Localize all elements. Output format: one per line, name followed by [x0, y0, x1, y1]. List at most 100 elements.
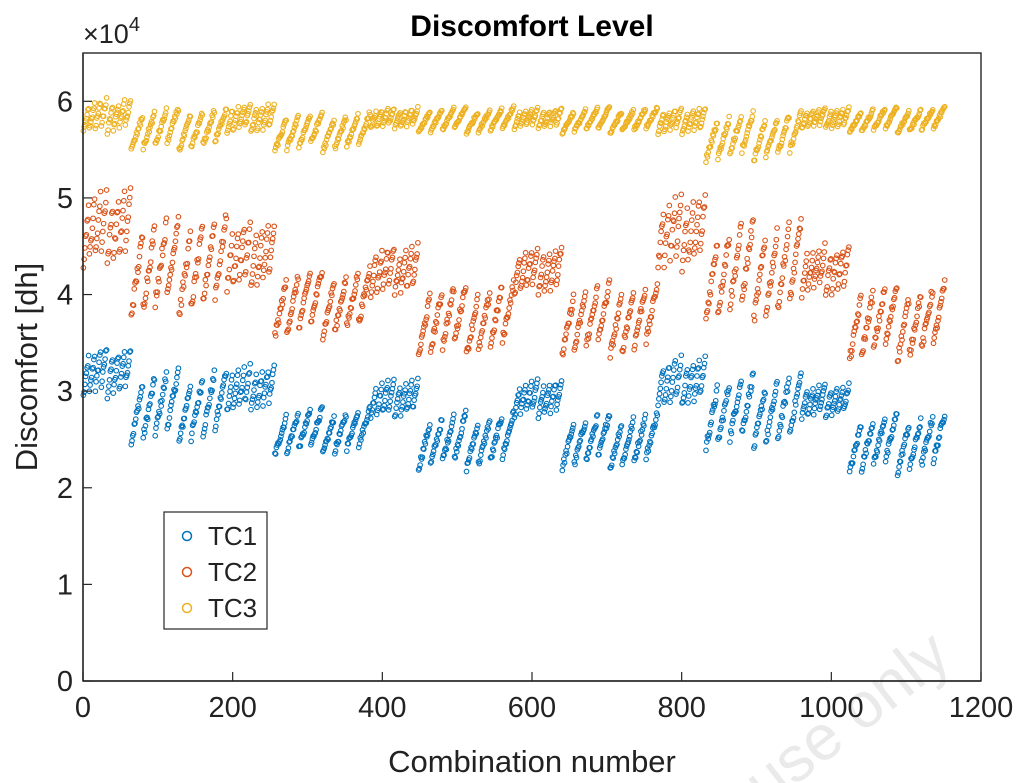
data-point	[199, 378, 206, 384]
data-point	[552, 108, 559, 114]
data-point	[795, 385, 801, 392]
data-point	[410, 403, 417, 410]
data-point	[168, 398, 175, 405]
data-point	[563, 331, 569, 338]
data-point	[548, 403, 554, 410]
data-point	[920, 449, 927, 455]
data-point	[621, 455, 628, 461]
data-point	[690, 108, 697, 115]
data-point	[581, 293, 588, 300]
data-point	[885, 441, 892, 447]
data-point	[511, 414, 518, 421]
data-point	[285, 445, 292, 451]
data-point	[661, 252, 668, 259]
data-point	[739, 150, 745, 156]
data-point	[498, 284, 505, 291]
data-point	[190, 294, 197, 300]
data-point	[735, 395, 742, 402]
data-point	[211, 221, 218, 228]
data-point	[881, 419, 887, 426]
data-point	[801, 403, 807, 410]
data-point	[251, 115, 257, 122]
data-point	[195, 259, 201, 266]
data-point	[523, 282, 530, 288]
data-point	[703, 159, 709, 166]
data-point	[858, 110, 864, 117]
data-point	[846, 244, 852, 250]
data-point	[429, 340, 436, 347]
data-point	[321, 145, 328, 152]
data-point	[230, 126, 237, 132]
data-point	[204, 271, 211, 278]
data-point	[513, 272, 520, 279]
data-point	[843, 262, 850, 269]
data-point	[370, 400, 377, 406]
data-point	[896, 348, 903, 355]
data-point	[652, 417, 659, 423]
data-point	[703, 439, 710, 445]
data-point	[618, 291, 625, 298]
data-point	[271, 101, 278, 108]
data-point	[544, 269, 551, 276]
data-point	[201, 290, 208, 297]
data-point	[748, 234, 755, 241]
data-point	[114, 106, 121, 113]
data-point	[683, 114, 690, 121]
data-point	[676, 209, 683, 216]
data-point	[893, 286, 899, 292]
data-point	[169, 259, 176, 266]
data-point	[254, 282, 260, 288]
data-point	[168, 402, 174, 409]
data-point	[178, 302, 185, 308]
data-point	[593, 285, 600, 292]
data-point	[779, 136, 786, 143]
data-point	[540, 254, 547, 260]
data-point	[268, 114, 275, 120]
data-point	[884, 449, 891, 456]
data-point	[822, 292, 829, 298]
data-point	[184, 260, 191, 267]
data-point	[856, 302, 863, 308]
data-point	[685, 393, 692, 399]
data-point	[783, 125, 789, 132]
data-point	[729, 420, 736, 427]
data-point	[413, 254, 420, 261]
data-point	[384, 384, 391, 391]
data-point	[717, 299, 724, 306]
data-point	[165, 286, 171, 292]
data-point	[676, 373, 682, 379]
data-point	[87, 244, 93, 250]
data-point	[382, 269, 388, 276]
y-exponent-base: ×10	[83, 19, 129, 49]
data-point	[658, 228, 664, 235]
data-point	[842, 401, 849, 407]
data-point	[392, 412, 399, 418]
data-point	[860, 461, 866, 468]
data-point	[263, 381, 269, 388]
data-point	[102, 102, 109, 108]
data-point	[860, 348, 866, 354]
data-point	[599, 436, 606, 442]
data-point	[166, 415, 173, 421]
data-point	[926, 309, 932, 316]
data-point	[230, 277, 237, 284]
data-point	[476, 339, 483, 346]
data-point	[427, 349, 434, 356]
data-point	[706, 432, 712, 439]
data-point	[760, 252, 766, 259]
data-point	[400, 268, 407, 275]
data-point	[751, 443, 758, 449]
data-point	[228, 242, 235, 249]
data-point	[694, 214, 701, 221]
data-point	[418, 341, 424, 348]
data-point	[146, 267, 153, 274]
data-point	[510, 103, 517, 109]
data-point	[828, 412, 835, 419]
data-point	[118, 228, 125, 234]
data-point	[819, 396, 825, 403]
data-point	[450, 286, 456, 292]
data-point	[906, 466, 913, 472]
data-point	[727, 428, 734, 434]
data-point	[608, 340, 615, 347]
